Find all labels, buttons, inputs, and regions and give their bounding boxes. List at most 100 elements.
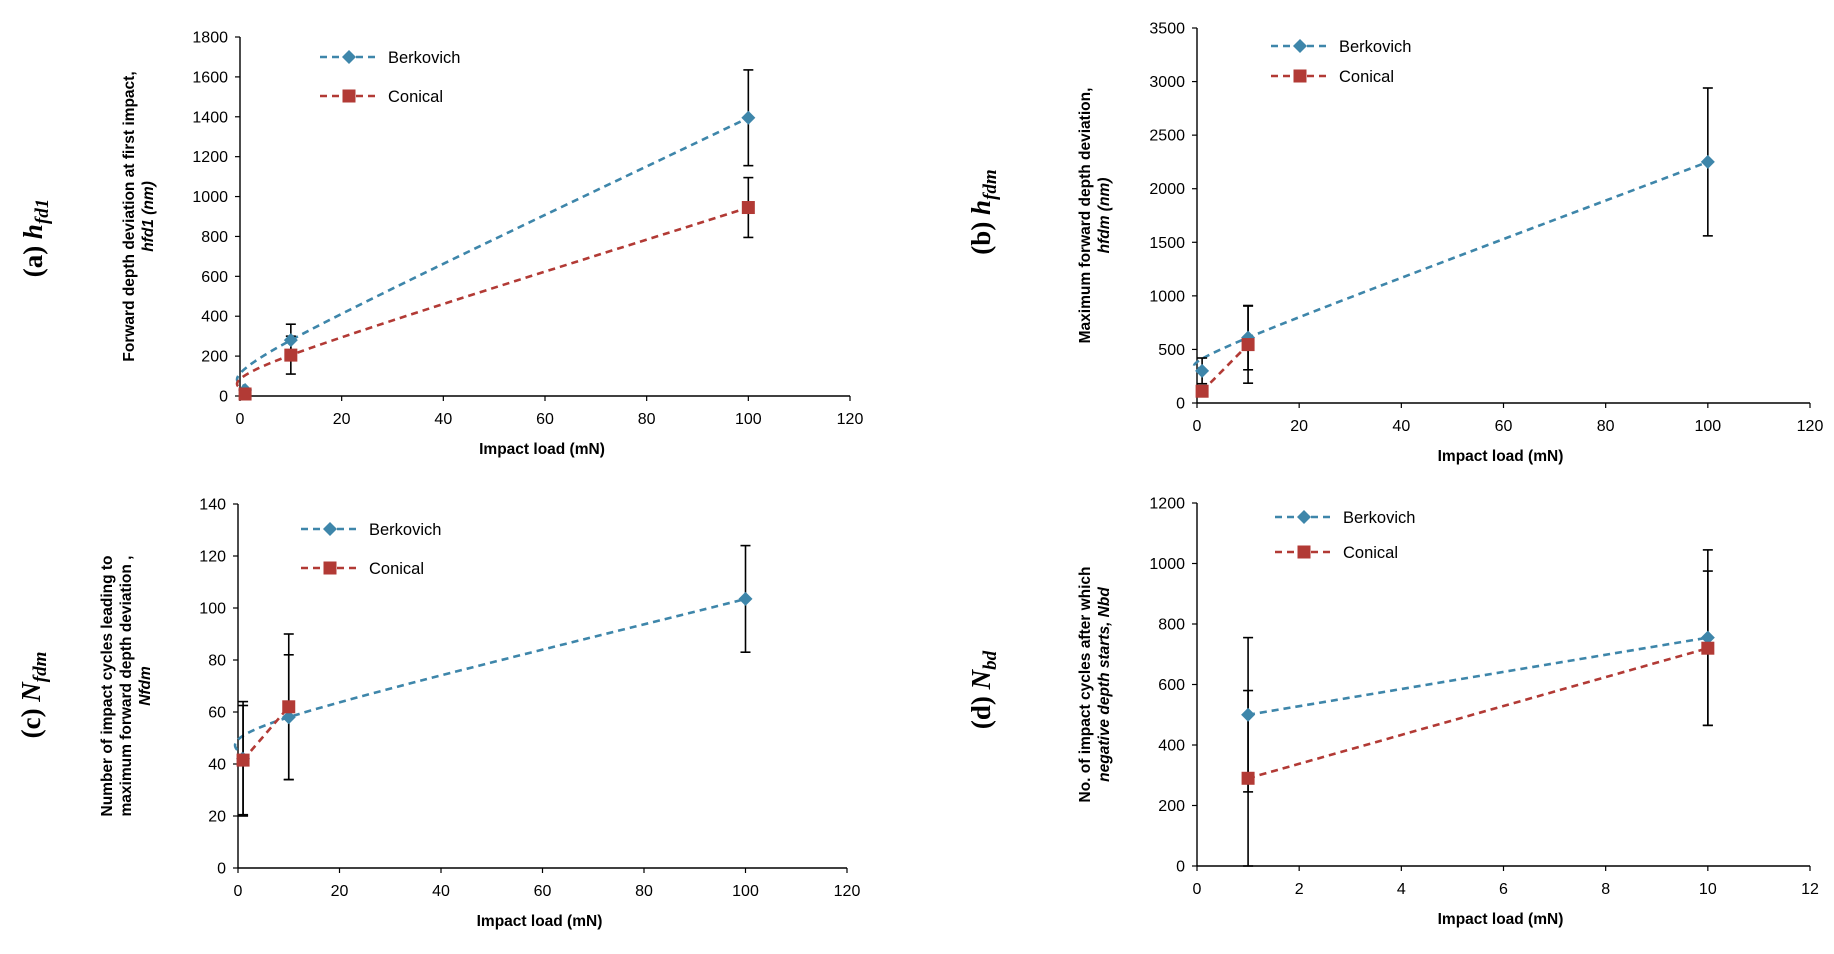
x-tick-label: 8: [1601, 881, 1610, 898]
berkovich-line: [1247, 636, 1709, 717]
series-conical: [242, 705, 290, 761]
series-conical: [235, 206, 749, 395]
series-berkovich: [235, 116, 749, 391]
legend-label: Berkovich: [369, 521, 441, 539]
series-berkovich: [1247, 636, 1709, 717]
y-tick-label: 1800: [192, 30, 228, 47]
y-tick-label: 600: [1158, 677, 1185, 694]
conical-point: [238, 387, 252, 401]
x-tick-label: 0: [1193, 418, 1202, 435]
conical-point: [1241, 771, 1255, 785]
x-tick-label: 120: [837, 411, 864, 428]
berkovich-point: [738, 591, 753, 606]
conical-point: [741, 201, 755, 215]
chart-a: 0 200 400 600 800 1000 1200 1400 1600 1800 0 20 40 60…: [18, 30, 863, 459]
panel-label: (c) Nfdm: [16, 652, 51, 739]
legend-diamond-marker: [323, 522, 337, 536]
berkovich-point: [741, 110, 756, 125]
y-axis-title-line: Nfdm: [137, 666, 154, 706]
y-tick-label: 20: [208, 809, 226, 826]
x-axis-title: Impact load (mN): [479, 441, 605, 458]
x-tick-label: 12: [1801, 881, 1819, 898]
y-axis-title-line: maximum forward depth deviation ,: [118, 556, 135, 817]
legend-square-marker: [342, 89, 356, 103]
y-axis-title-line: No. of impact cycles after which: [1077, 566, 1094, 802]
y-tick-label: 80: [208, 653, 226, 670]
y-tick-label: 200: [201, 349, 228, 366]
legend-label: Berkovich: [1339, 38, 1411, 56]
y-tick-label: 400: [201, 309, 228, 326]
series-berkovich: [1192, 160, 1709, 372]
x-tick-label: 20: [331, 883, 349, 900]
x-tick-label: 80: [1597, 418, 1615, 435]
y-tick-label: 1200: [1149, 496, 1185, 513]
panel-label-subscript: fdm: [980, 169, 1001, 200]
legend-square-marker: [323, 561, 337, 575]
legend-square-marker: [1297, 545, 1311, 559]
y-tick-label: 1200: [192, 149, 228, 166]
berkovich-point: [1241, 707, 1256, 722]
berkovich-line: [1192, 160, 1709, 372]
x-tick-label: 40: [434, 411, 452, 428]
conical-point: [1241, 338, 1255, 352]
legend-label: Conical: [369, 560, 424, 578]
x-tick-label: 100: [732, 883, 759, 900]
y-tick-label: 800: [201, 229, 228, 246]
chart-c: 0 20 40 60 80 100 120 140 0 20 40 60 80 100 120 Impact …: [16, 497, 860, 931]
conical-point: [1701, 641, 1715, 655]
panel-label-subscript: fd1: [32, 199, 53, 224]
panel-label: (b) hfdm: [966, 169, 1001, 254]
legend: Berkovich Conical: [320, 49, 460, 106]
legend: Berkovich Conical: [1271, 38, 1411, 86]
y-tick-label: 0: [1176, 859, 1185, 876]
y-tick-label: 100: [199, 601, 226, 618]
legend-diamond-marker: [1293, 39, 1307, 53]
y-tick-label: 500: [1158, 342, 1185, 359]
panel-label-prefix: (b): [966, 215, 996, 255]
conical-line: [1247, 646, 1709, 780]
panel-label-prefix: (c): [16, 702, 46, 739]
x-tick-label: 120: [834, 883, 861, 900]
x-tick-label: 100: [1694, 418, 1721, 435]
y-tick-label: 400: [1158, 738, 1185, 755]
x-tick-label: 0: [1193, 881, 1202, 898]
y-axis-title-line: hfd1 (nm): [140, 181, 157, 252]
y-tick-label: 1000: [1149, 288, 1185, 305]
panel-label-symbol: N: [16, 681, 46, 703]
legend-diamond-marker: [1297, 510, 1311, 524]
conical-point: [1195, 384, 1209, 398]
y-axis-title-line: Maximum forward depth deviation,: [1077, 88, 1094, 344]
x-tick-label: 80: [638, 411, 656, 428]
y-tick-label: 140: [199, 497, 226, 514]
panel-label-symbol: N: [966, 668, 996, 690]
x-tick-label: 40: [1392, 418, 1410, 435]
y-tick-label: 0: [219, 389, 228, 406]
panel-label: (a) hfd1: [18, 199, 53, 278]
chart-d: 0 200 400 600 800 1000 1200 0 2 4 6 8 10 12 Impact loa…: [966, 496, 1819, 929]
x-axis-title: Impact load (mN): [477, 913, 603, 930]
y-axis-title-line: negative depth starts, Nbd: [1096, 587, 1113, 782]
legend: Berkovich Conical: [301, 521, 441, 578]
y-tick-label: 0: [217, 861, 226, 878]
conical-point: [282, 700, 296, 714]
y-axis-title-line: Forward depth deviation at first impact,: [121, 71, 138, 361]
x-tick-label: 60: [536, 411, 554, 428]
berkovich-point: [283, 333, 298, 348]
panel-label-symbol: h: [18, 224, 48, 239]
x-tick-label: 60: [1495, 418, 1513, 435]
y-tick-label: 60: [208, 705, 226, 722]
conical-line: [1201, 343, 1250, 393]
panel-label-subscript: fdm: [30, 652, 51, 683]
x-tick-label: 60: [534, 883, 552, 900]
y-tick-label: 800: [1158, 617, 1185, 634]
y-axis-title-line: hfdm (nm): [1096, 178, 1113, 254]
panel-label-symbol: h: [966, 200, 996, 215]
y-axis-title-line: Number of impact cycles leading to: [99, 556, 116, 817]
y-tick-label: 3500: [1149, 21, 1185, 38]
x-tick-label: 0: [234, 883, 243, 900]
berkovich-point: [1700, 154, 1715, 169]
series-conical: [1201, 343, 1250, 393]
y-axis-title: Number of impact cycles leading to maximu…: [99, 556, 154, 817]
legend-diamond-marker: [342, 50, 356, 64]
